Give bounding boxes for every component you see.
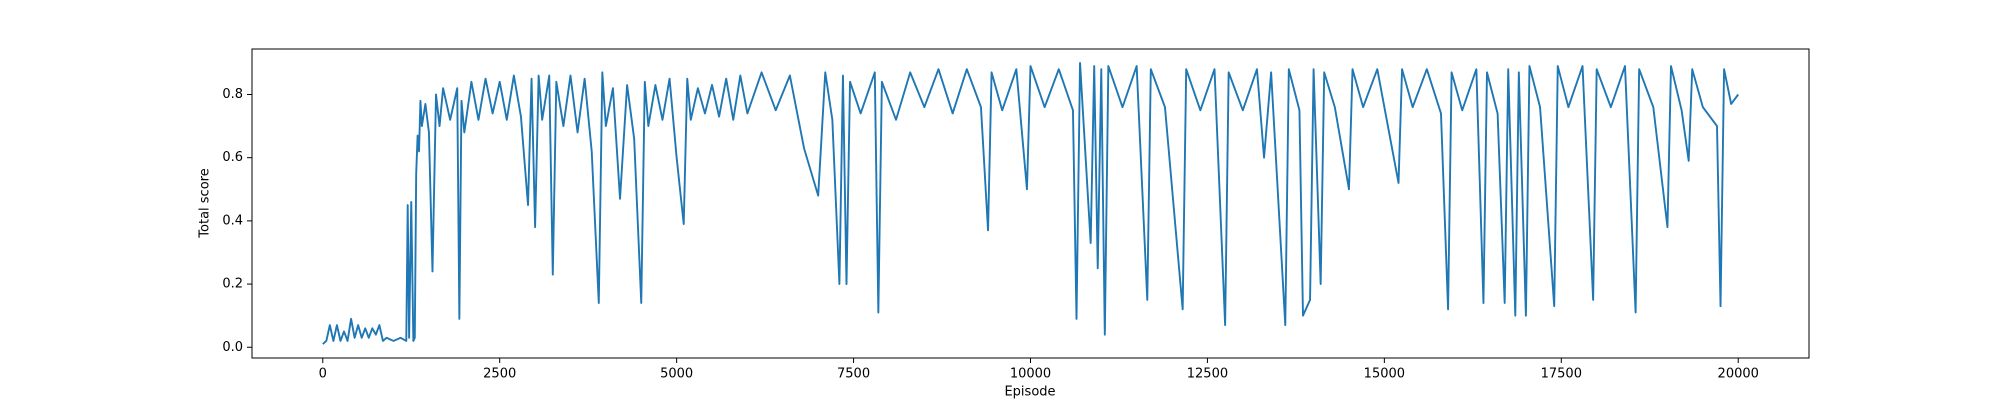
x-tick-label: 17500: [1541, 367, 1582, 382]
x-tick-label: 7500: [837, 367, 870, 382]
axes-frame: [251, 48, 1810, 359]
y-tick-label: 0.4: [222, 213, 243, 228]
x-tick-label: 2500: [483, 367, 516, 382]
x-tick-label: 0: [319, 367, 327, 382]
x-tick-label: 15000: [1364, 367, 1405, 382]
x-tick-label: 12500: [1187, 367, 1228, 382]
data-line: [322, 61, 1739, 345]
x-tick-label: 10000: [1010, 367, 1051, 382]
x-tick-label: 20000: [1718, 367, 1759, 382]
y-tick-label: 0.0: [222, 340, 243, 355]
x-axis-label: Episode: [1004, 385, 1055, 400]
y-tick-label: 0.8: [222, 87, 243, 102]
y-axis-label: Total score: [198, 168, 213, 238]
y-tick-label: 0.6: [222, 150, 243, 165]
y-tick-label: 0.2: [222, 277, 243, 292]
x-tick-label: 5000: [660, 367, 693, 382]
